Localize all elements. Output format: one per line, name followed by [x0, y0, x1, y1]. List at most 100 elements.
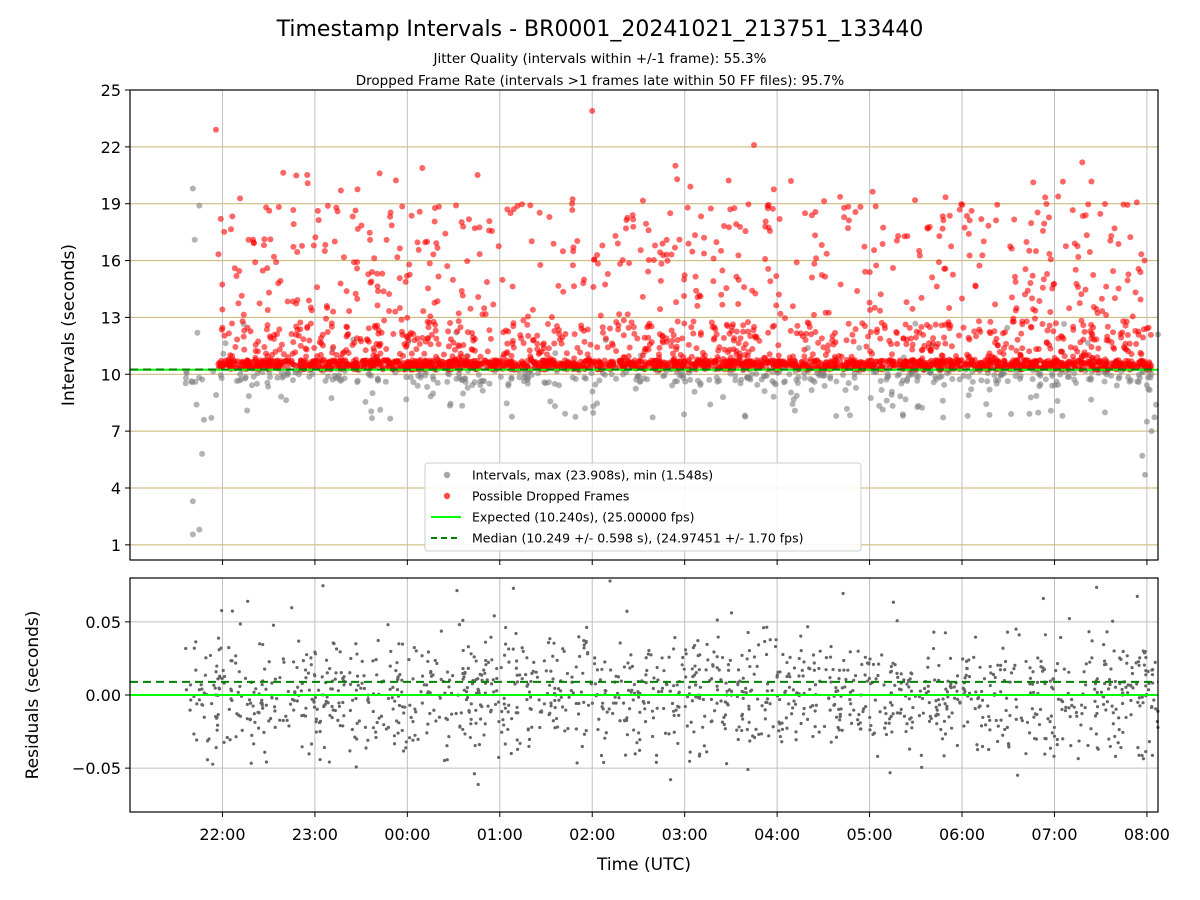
residual-point — [465, 686, 469, 690]
residual-point — [977, 705, 981, 709]
interval-point — [1064, 373, 1071, 380]
residual-point — [654, 760, 658, 764]
dropped-frame-point — [823, 250, 830, 257]
dropped-frame-point — [1108, 233, 1115, 240]
dropped-frame-point — [854, 287, 861, 294]
dropped-frame-point — [718, 291, 725, 298]
residual-point — [889, 714, 893, 719]
dropped-frame-point — [787, 177, 794, 184]
residual-point — [377, 716, 381, 720]
residual-point — [1028, 666, 1032, 670]
residual-point — [777, 720, 781, 724]
dropped-frame-point — [1001, 358, 1008, 365]
dropped-frame-point — [764, 202, 771, 209]
dropped-frame-point — [844, 225, 851, 232]
residual-point — [337, 701, 341, 705]
residual-point — [888, 701, 893, 705]
dropped-frame-point — [787, 361, 794, 368]
residual-point — [768, 638, 772, 642]
dropped-frame-point — [1011, 216, 1018, 223]
legend-entry-label: Possible Dropped Frames — [472, 489, 629, 504]
dropped-frame-point — [555, 282, 562, 289]
dropped-frame-point — [954, 360, 961, 367]
residual-point — [336, 718, 340, 722]
residual-point — [973, 706, 977, 711]
dropped-frame-point — [530, 336, 537, 343]
dropped-frame-point — [966, 252, 973, 259]
residual-point — [988, 664, 992, 669]
residual-point — [681, 655, 685, 660]
dropped-frame-point — [793, 259, 800, 266]
dropped-frame-point — [613, 348, 620, 355]
residual-point — [1059, 635, 1063, 640]
residual-point — [469, 652, 473, 656]
dropped-frame-point — [924, 225, 931, 232]
residual-point — [1129, 698, 1133, 703]
residual-point — [839, 707, 843, 711]
residual-point — [355, 674, 360, 678]
residual-point — [1037, 722, 1042, 727]
dropped-frame-point — [555, 327, 562, 334]
dropped-frame-point — [769, 205, 776, 212]
dropped-frame-point — [1102, 356, 1109, 363]
interval-point — [459, 377, 466, 384]
residual-point — [765, 625, 769, 629]
dropped-frame-point — [616, 357, 623, 364]
residual-point — [1076, 756, 1080, 761]
residual-point — [724, 762, 729, 766]
dropped-frame-point — [639, 352, 646, 359]
dropped-frame-point — [1047, 309, 1054, 316]
residual-point — [656, 678, 660, 682]
residual-point — [315, 707, 319, 711]
residual-point — [558, 689, 563, 693]
interval-point — [1116, 373, 1123, 380]
residual-point — [527, 744, 531, 749]
dropped-frame-point — [432, 327, 439, 334]
dropped-frame-point — [975, 318, 982, 325]
interval-point — [644, 376, 651, 383]
residual-point — [770, 688, 774, 693]
dropped-frame-point — [320, 356, 327, 363]
residual-point — [1052, 734, 1057, 738]
interval-point — [387, 415, 394, 422]
dropped-frame-point — [445, 343, 452, 350]
dropped-frame-point — [871, 304, 878, 311]
dropped-frame-point — [716, 344, 723, 351]
residual-point — [667, 732, 671, 736]
residual-point — [799, 634, 803, 638]
dropped-frame-point — [802, 336, 809, 343]
interval-point — [283, 397, 290, 404]
residual-point — [888, 771, 892, 775]
residual-point — [1068, 715, 1072, 719]
dropped-frame-point — [236, 268, 243, 275]
residual-point — [947, 715, 951, 719]
dropped-frame-point — [390, 330, 397, 337]
dropped-frame-point — [604, 270, 611, 277]
dropped-frame-point — [377, 340, 384, 347]
dropped-frame-point — [1132, 327, 1139, 334]
dropped-frame-point — [775, 291, 782, 298]
residual-point — [474, 677, 478, 682]
dropped-frame-point — [1070, 326, 1077, 333]
residual-point — [342, 714, 346, 718]
dropped-frame-point — [1137, 296, 1144, 303]
dropped-frame-point — [455, 342, 462, 349]
dropped-frame-point — [388, 361, 395, 368]
residual-point — [754, 727, 758, 731]
residual-point — [366, 697, 370, 701]
interval-point — [660, 373, 667, 380]
residual-point — [500, 730, 504, 734]
residual-point — [827, 696, 831, 700]
dropped-frame-point — [337, 280, 344, 287]
interval-point — [632, 385, 639, 392]
dropped-frame-point — [1140, 334, 1147, 341]
residual-point — [1032, 715, 1036, 719]
residual-point — [687, 759, 692, 763]
residual-point — [607, 707, 611, 711]
residual-point — [692, 673, 697, 677]
interval-point — [410, 379, 417, 386]
residual-point — [194, 640, 198, 644]
dropped-frame-point — [719, 301, 726, 308]
dropped-frame-point — [315, 217, 322, 224]
